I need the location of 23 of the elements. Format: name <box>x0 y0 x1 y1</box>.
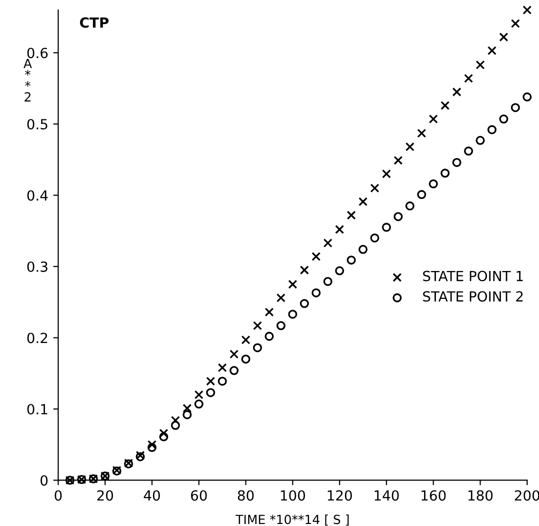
x-tick-label: 160 <box>422 490 446 501</box>
y-tick-label: 0.4 <box>27 190 48 201</box>
x-tick-label: 80 <box>238 490 254 501</box>
x-tick-label: 140 <box>374 490 399 501</box>
x-tick-label: 20 <box>97 490 114 501</box>
y-tick-label: 0.1 <box>27 404 48 414</box>
legend-label: STATE POINT 1 <box>423 270 523 282</box>
x-tick-label: 180 <box>468 490 493 501</box>
y-tick-label: 0.3 <box>27 261 48 272</box>
x-tick-label: 60 <box>191 490 207 501</box>
x-tick-label: 120 <box>328 490 352 501</box>
x-axis-title: TIME *10**14 [ S ] <box>236 514 349 526</box>
y-tick-label: 0.6 <box>27 48 48 58</box>
x-tick-label: 40 <box>144 490 160 501</box>
chart-title: CTP <box>80 17 109 28</box>
y-axis-title: A**2 <box>24 58 32 102</box>
x-tick-label: 0 <box>54 490 62 501</box>
x-tick-label: 200 <box>514 490 539 501</box>
y-tick-label: 0.2 <box>27 332 48 344</box>
x-tick-label: 100 <box>280 490 306 501</box>
y-tick-label: 0.5 <box>27 118 48 130</box>
legend-label: STATE POINT 2 <box>423 291 523 302</box>
y-tick-label: 0 <box>40 475 48 486</box>
